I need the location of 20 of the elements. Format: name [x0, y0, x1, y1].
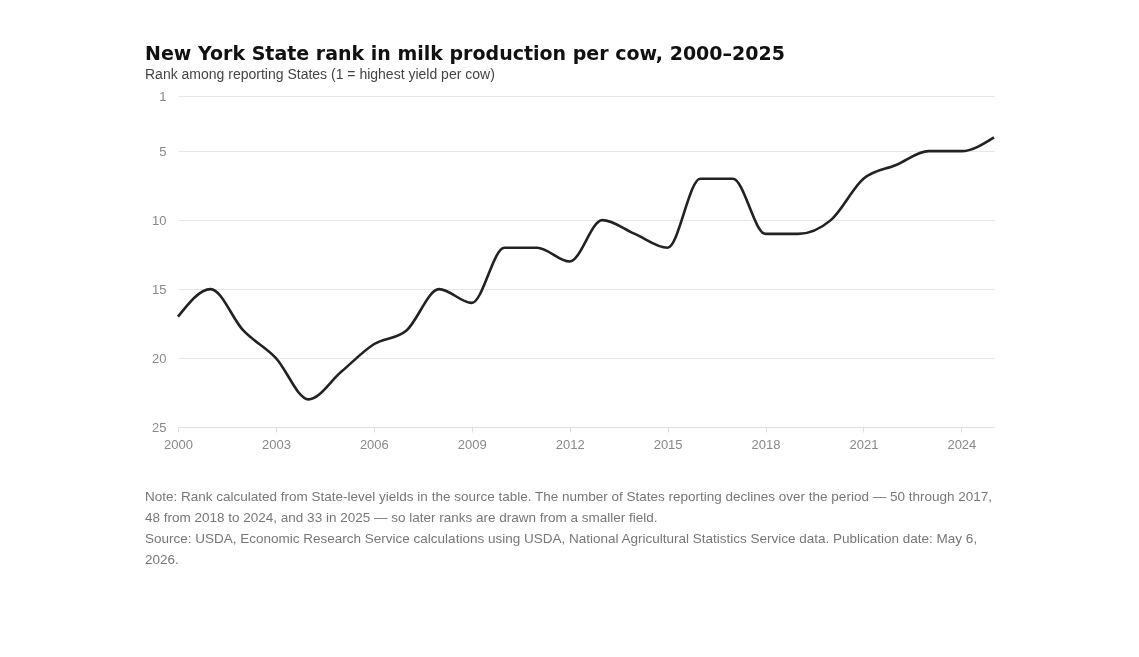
x-tick-label: 2000: [164, 436, 193, 452]
x-tick-label: 2015: [653, 436, 683, 452]
x-tick-label: 2024: [947, 436, 977, 452]
chart-subtitle: Rank among reporting States (1 = highest yield per cow): [145, 66, 495, 82]
text: Note: Rank calculated from State-level yields in the source table. The number of States reporting declines over the period — 50 through 2017, 48 from 2018 to 2024, and 33 in 2025 — so later ranks are drawn from a smaller field.: [145, 488, 993, 527]
x-tick-label: 2012: [555, 436, 585, 452]
chart-title: New York State rank in milk production per cow, 2000–2025: [145, 42, 785, 64]
y-tick-label: 5: [159, 143, 167, 159]
x-tick-label: 2018: [751, 436, 781, 452]
x-tick-label: 2006: [359, 436, 389, 452]
x-tick-label: 2003: [261, 436, 291, 452]
y-tick-label: 10: [152, 212, 167, 228]
line-series: [176, 136, 996, 401]
y-tick-label: 20: [152, 350, 167, 366]
y-tick-label: 25: [152, 419, 167, 435]
source-note: Source: USDA, Economic Research Service calculations using USDA, National Agricultural Statistics Service data. Publication date: May 6, 2026.: [145, 530, 979, 569]
y-tick-label: 15: [152, 281, 167, 297]
x-tick-label: 2009: [457, 436, 487, 452]
x-tick-label: 2021: [849, 436, 879, 452]
y-tick-label: 1: [159, 88, 167, 104]
